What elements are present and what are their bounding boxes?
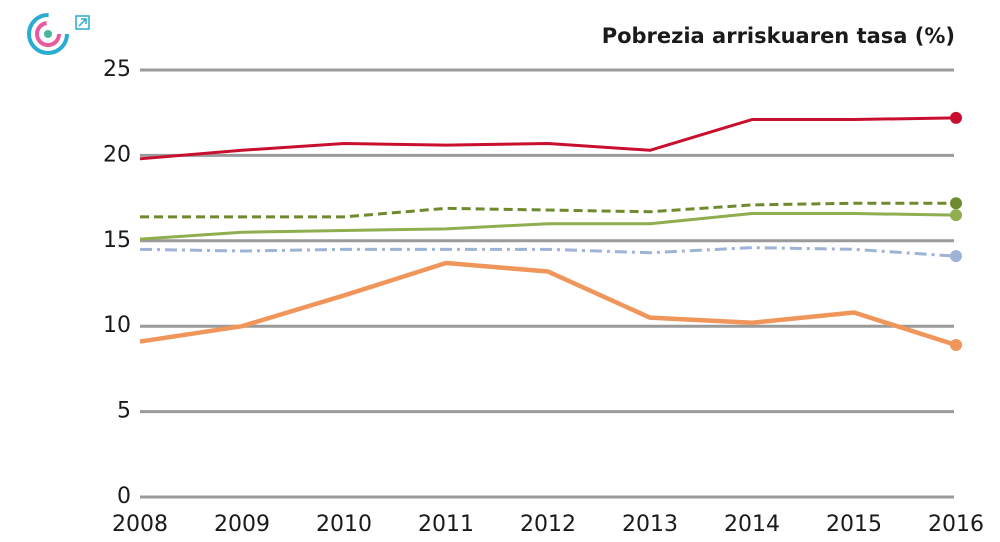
y-tick-label: 0	[117, 484, 131, 509]
series-line	[139, 246, 957, 258]
y-tick-label: 15	[103, 228, 131, 253]
end-marker	[950, 111, 962, 124]
external-link-icon[interactable]	[75, 15, 90, 30]
series-line	[139, 116, 957, 161]
chart-title: Pobrezia arriskuaren tasa (%)	[602, 24, 955, 48]
end-marker	[950, 197, 962, 210]
x-tick-label: 2013	[622, 512, 678, 537]
x-tick-label: 2016	[928, 512, 984, 537]
y-tick-label: 20	[103, 142, 131, 167]
x-tick-label: 2008	[112, 512, 168, 537]
x-tick-label: 2014	[724, 512, 780, 537]
end-marker	[950, 338, 962, 351]
y-tick-label: 25	[103, 57, 131, 82]
y-tick-label: 5	[117, 399, 131, 424]
x-tick-label: 2012	[520, 512, 576, 537]
end-marker	[950, 209, 962, 222]
end-marker	[950, 250, 962, 263]
series-line	[139, 211, 957, 241]
logo	[27, 13, 69, 55]
x-tick-label: 2010	[316, 512, 372, 537]
x-tick-label: 2009	[214, 512, 270, 537]
y-tick-label: 10	[103, 313, 131, 338]
x-tick-label: 2011	[418, 512, 474, 537]
x-tick-label: 2015	[826, 512, 882, 537]
series-line	[139, 260, 957, 348]
series-line	[140, 201, 956, 219]
